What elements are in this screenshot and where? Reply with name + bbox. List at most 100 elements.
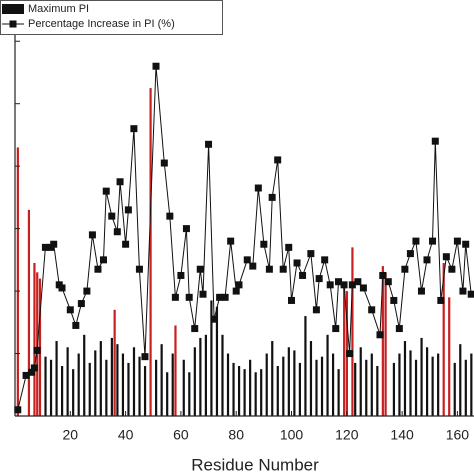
marker: [210, 315, 218, 323]
bar: [155, 359, 158, 416]
bar: [271, 341, 274, 416]
bar: [331, 353, 335, 416]
x-tick-label: 60: [173, 427, 189, 443]
marker: [321, 256, 329, 264]
bar: [448, 297, 451, 416]
marker: [406, 250, 414, 258]
marker: [227, 237, 235, 245]
marker: [354, 278, 362, 286]
bar: [381, 266, 384, 416]
bar: [442, 262, 445, 416]
marker: [83, 287, 91, 295]
legend-swatch: [9, 20, 17, 28]
bar: [282, 356, 285, 416]
marker: [335, 278, 343, 286]
marker: [307, 250, 315, 258]
marker: [274, 156, 282, 164]
bar: [320, 356, 324, 416]
bar: [27, 209, 31, 416]
bar: [83, 334, 86, 416]
marker: [235, 281, 243, 289]
bar: [370, 353, 373, 416]
marker: [285, 243, 293, 251]
bar: [243, 369, 246, 416]
bar: [326, 334, 329, 416]
x-tick-label: 140: [390, 427, 414, 443]
bar: [276, 366, 279, 416]
marker: [299, 271, 307, 279]
marker: [401, 265, 409, 273]
bar: [127, 362, 130, 416]
marker: [326, 281, 334, 289]
bar: [425, 347, 429, 416]
marker: [462, 240, 470, 248]
bar: [265, 353, 268, 416]
bar: [113, 309, 116, 416]
marker: [124, 206, 132, 214]
marker: [376, 331, 384, 339]
bar: [61, 366, 64, 416]
bar: [143, 366, 147, 416]
marker: [412, 237, 420, 245]
marker: [88, 231, 96, 239]
bar: [420, 337, 423, 416]
marker: [221, 293, 229, 301]
marker: [199, 290, 207, 298]
bar: [49, 359, 53, 416]
bar: [215, 306, 219, 416]
legend-label: Percentage Increase in PI (%): [28, 18, 175, 30]
marker: [423, 256, 431, 264]
bar: [210, 300, 213, 416]
marker: [448, 265, 456, 273]
bar: [138, 356, 141, 416]
marker: [346, 350, 354, 358]
bar: [149, 88, 152, 416]
bar: [470, 353, 473, 416]
marker: [293, 259, 301, 267]
marker: [467, 290, 474, 298]
bar: [414, 359, 418, 416]
marker: [182, 225, 190, 233]
marker: [152, 62, 160, 70]
bar: [409, 350, 412, 416]
bar: [166, 372, 169, 416]
marker: [442, 253, 450, 261]
marker: [130, 125, 138, 133]
marker: [33, 346, 41, 354]
bar: [431, 356, 434, 416]
bar: [354, 362, 357, 416]
bar: [392, 362, 396, 416]
marker: [50, 240, 58, 248]
bar: [55, 341, 58, 416]
bar: [132, 347, 136, 416]
legend-swatch: [2, 4, 24, 14]
marker: [116, 178, 124, 186]
marker: [58, 284, 66, 292]
marker: [359, 284, 367, 292]
marker: [390, 296, 398, 304]
x-tick-label: 80: [228, 427, 244, 443]
marker: [384, 278, 392, 286]
marker: [177, 271, 185, 279]
marker: [332, 325, 340, 333]
bar: [105, 359, 108, 416]
bar: [66, 347, 69, 416]
marker: [14, 406, 22, 414]
bar: [160, 344, 163, 416]
marker: [260, 240, 268, 248]
marker: [205, 140, 213, 148]
marker: [102, 187, 110, 195]
marker: [185, 293, 193, 301]
bar: [287, 347, 290, 416]
marker: [265, 265, 273, 273]
marker: [28, 368, 36, 376]
marker: [41, 243, 49, 251]
bar: [304, 316, 307, 416]
bar: [199, 337, 202, 416]
bar: [437, 353, 440, 416]
bar: [309, 341, 313, 416]
bar: [88, 362, 91, 416]
marker: [431, 137, 439, 145]
bar: [221, 334, 224, 416]
